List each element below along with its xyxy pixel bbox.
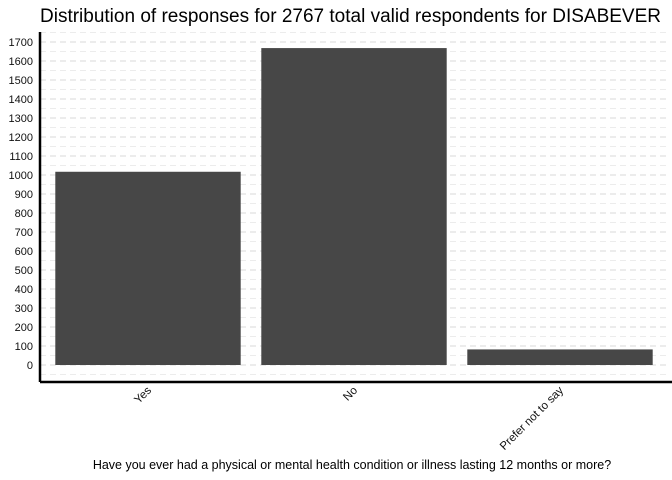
y-tick-label: 600 [15,246,33,258]
x-tick-label: Prefer not to say [498,384,566,452]
y-tick-label: 1600 [9,56,33,68]
y-tick-label: 0 [27,360,33,372]
y-tick-label: 300 [15,303,33,315]
y-tick-label: 1700 [9,37,33,49]
y-tick-label: 100 [15,341,33,353]
y-tick-label: 900 [15,189,33,201]
y-tick-label: 1500 [9,75,33,87]
chart-title: Distribution of responses for 2767 total… [40,6,661,27]
x-axis-title: Have you ever had a physical or mental h… [93,458,611,472]
y-tick-label: 1000 [9,170,33,182]
y-tick-label: 1400 [9,94,33,106]
y-tick-labels: 0 100 200 300 400 500 600 700 800 900 1000 1100 1200… [9,37,33,372]
x-tick-label: Yes [132,384,154,406]
y-tick-label: 500 [15,265,33,277]
bar-yes [55,171,241,365]
y-tick-label: 700 [15,227,33,239]
x-tick-labels: Yes No Prefer not to say [132,384,566,452]
y-tick-label: 1300 [9,113,33,125]
bars [55,48,653,366]
y-tick-label: 800 [15,208,33,220]
y-tick-label: 200 [15,322,33,334]
x-tick-label: No [341,385,360,404]
bar-prefer-not-to-say [467,349,653,365]
y-tick-label: 400 [15,284,33,296]
bar-no [261,48,447,366]
y-tick-label: 1100 [9,151,33,163]
y-tick-label: 1200 [9,132,33,144]
